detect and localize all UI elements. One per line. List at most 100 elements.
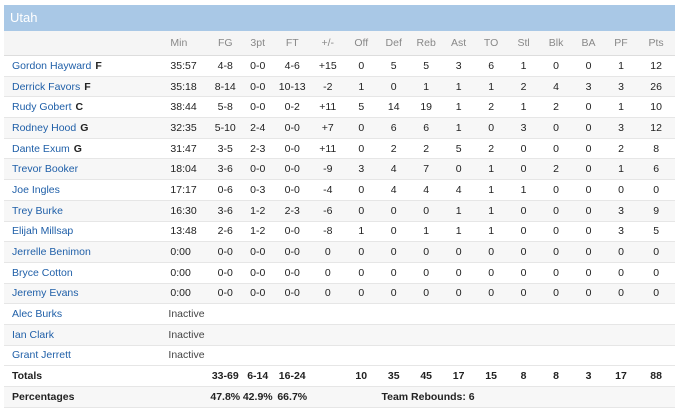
stat-cell: 6 — [637, 158, 675, 181]
stat-cell: 0 — [604, 283, 638, 305]
stat-cell: 0-3 — [241, 179, 274, 201]
stat-cell: 5 — [637, 221, 675, 243]
player-name-link[interactable]: Gordon Hayward — [12, 59, 92, 72]
stat-cell: 0-0 — [241, 158, 274, 181]
player-name-link[interactable]: Dante Exum — [12, 142, 70, 155]
stat-cell: 1 — [474, 200, 508, 222]
player-row: Elijah Millsap 13:48 2-6 1-2 0-0 -8 1 0 1 1 1 0 0 0 3 5 — [4, 221, 675, 243]
player-cell: Jeremy Evans — [4, 283, 167, 305]
player-name-link[interactable]: Elijah Millsap — [12, 225, 74, 238]
stat-cell: 2-3 — [273, 200, 311, 222]
stat-cell: 12 — [637, 117, 675, 139]
stat-cell: 1 — [604, 96, 638, 119]
player-name-link[interactable]: Jerrelle Benimon — [12, 246, 91, 259]
column-header-pts: Pts — [637, 31, 675, 56]
stat-cell: 0-0 — [241, 241, 274, 263]
total-stat-cell: 6-14 — [241, 365, 274, 388]
inactive-player-row: Ian Clark Inactive — [4, 324, 675, 346]
player-row: Rodney Hood G 32:35 5-10 2-4 0-0 +7 0 6 6 1 0 3 0 0 3 12 — [4, 117, 675, 139]
stat-cell: 8 — [637, 138, 675, 160]
stat-cell: 31:47 — [166, 138, 210, 160]
stat-cell: 0 — [637, 283, 675, 305]
player-row: Rudy Gobert C 38:44 5-8 0-0 0-2 +11 5 14 19 1 2 1 2 0 1… — [4, 96, 675, 119]
stat-cell: 6 — [409, 117, 443, 139]
column-header-plus-minus: +/- — [310, 31, 345, 56]
player-position: G — [80, 121, 89, 134]
column-header-player — [4, 31, 167, 56]
stat-cell: 1 — [507, 96, 540, 119]
stat-cell: 0 — [474, 241, 508, 263]
stat-cell: 0 — [539, 221, 573, 243]
column-header-ft: FT — [273, 31, 311, 56]
stat-cell: 1-2 — [241, 200, 274, 222]
stat-cell: 5 — [345, 96, 378, 119]
player-name-link[interactable]: Ian Clark — [12, 328, 55, 341]
column-header-row: Min FG 3pt FT +/- Off Def Reb Ast TO Stl Blk BA PF Pts — [4, 31, 675, 56]
stat-cell: 1 — [442, 117, 475, 139]
stat-cell: 2 — [474, 96, 508, 119]
player-position: C — [75, 101, 84, 114]
stat-cell: 1 — [474, 158, 508, 181]
stat-cell: 3 — [604, 117, 638, 139]
column-header-off: Off — [345, 31, 378, 56]
stat-cell: 0-0 — [273, 158, 311, 181]
stat-cell: 0 — [539, 179, 573, 201]
stat-cell: 35:18 — [166, 76, 210, 98]
player-cell: Rodney Hood G — [4, 117, 167, 139]
stat-cell: 0 — [572, 283, 605, 305]
column-header-fg: FG — [209, 31, 242, 56]
team-totals: Totals 33-69 6-14 16-24 10 35 45 17 15 8 8 3 17 88 Per… — [4, 365, 675, 408]
stat-cell: 3 — [604, 200, 638, 222]
stat-cell: 26 — [637, 76, 675, 98]
stat-cell: 0 — [572, 138, 605, 160]
stat-cell: 1 — [442, 200, 475, 222]
player-cell: Dante Exum G — [4, 138, 167, 160]
player-name-link[interactable]: Trevor Booker — [12, 163, 79, 176]
stat-cell: 10 — [637, 96, 675, 119]
stat-cell: 0 — [572, 200, 605, 222]
stat-cell: 0 — [507, 283, 540, 305]
stat-cell: 0 — [345, 117, 378, 139]
stat-cell: 4 — [442, 179, 475, 201]
stat-cell: 0 — [539, 55, 573, 77]
player-row: Trevor Booker 18:04 3-6 0-0 0-0 -9 3 4 7 0 1 0 2 0 1 6 — [4, 158, 675, 181]
player-name-link[interactable]: Rudy Gobert — [12, 101, 72, 114]
stat-cell: 0 — [539, 200, 573, 222]
stat-cell: 0:00 — [166, 241, 210, 263]
stat-cell: 0 — [572, 96, 605, 119]
player-name-link[interactable]: Bryce Cotton — [12, 266, 73, 279]
stat-cell: 4-6 — [273, 55, 311, 77]
player-name-link[interactable]: Trey Burke — [12, 204, 63, 217]
player-name-link[interactable]: Jeremy Evans — [12, 287, 79, 300]
box-score-table: Min FG 3pt FT +/- Off Def Reb Ast TO Stl Blk BA PF Pts… — [4, 31, 675, 408]
player-name-link[interactable]: Rodney Hood — [12, 121, 77, 134]
stat-cell: 38:44 — [166, 96, 210, 119]
pct-spacer — [166, 386, 210, 408]
player-name-link[interactable]: Derrick Favors — [12, 80, 81, 93]
stat-cell: 5-8 — [209, 96, 242, 119]
column-header-ba: BA — [572, 31, 605, 56]
totals-label: Totals — [4, 365, 167, 388]
stat-cell: 0 — [604, 241, 638, 263]
stat-cell: 17:17 — [166, 179, 210, 201]
stat-cell: 1 — [345, 221, 378, 243]
stat-cell: 0 — [442, 262, 475, 284]
stat-cell: 0 — [507, 138, 540, 160]
column-header-3pt: 3pt — [241, 31, 274, 56]
stat-cell: 0-0 — [273, 138, 311, 160]
stat-cell: 0 — [507, 200, 540, 222]
column-header-to: TO — [474, 31, 508, 56]
player-name-link[interactable]: Grant Jerrett — [12, 349, 71, 362]
inactive-player-row: Grant Jerrett Inactive — [4, 345, 675, 367]
stat-cell: 1 — [474, 76, 508, 98]
column-header-pf: PF — [604, 31, 638, 56]
inactive-status: Inactive — [166, 345, 675, 367]
stat-cell: 1 — [604, 55, 638, 77]
player-name-link[interactable]: Joe Ingles — [12, 183, 60, 196]
total-stat-cell: 8 — [539, 365, 573, 388]
stat-cell: 0-2 — [273, 96, 311, 119]
team-header: Utah — [4, 5, 675, 31]
stat-cell: 3 — [507, 117, 540, 139]
player-name-link[interactable]: Alec Burks — [12, 308, 63, 321]
stat-cell: 2 — [539, 158, 573, 181]
